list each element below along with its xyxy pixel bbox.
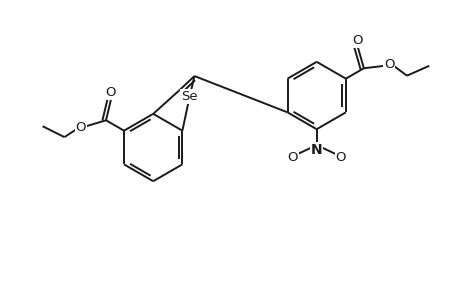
Text: Se: Se: [181, 90, 197, 103]
Text: O: O: [75, 121, 86, 134]
Text: N: N: [310, 143, 322, 157]
Text: O: O: [335, 152, 345, 164]
Text: O: O: [287, 152, 297, 164]
Text: O: O: [352, 34, 363, 47]
Text: O: O: [106, 86, 116, 99]
Text: O: O: [383, 58, 393, 71]
